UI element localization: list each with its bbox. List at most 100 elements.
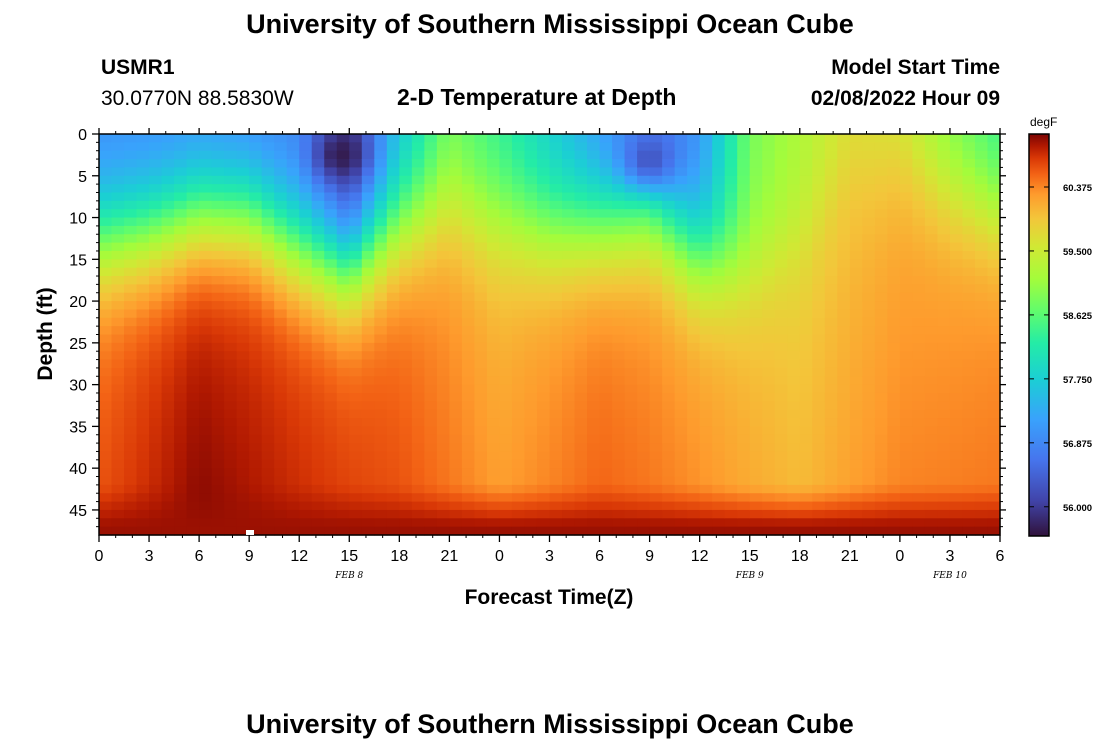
heatmap-cell bbox=[662, 292, 676, 302]
x-axis-title: Forecast Time(Z) bbox=[465, 586, 634, 609]
heatmap-cell bbox=[474, 225, 488, 235]
heatmap-cell bbox=[336, 351, 350, 361]
heatmap-cell bbox=[849, 468, 863, 478]
heatmap-cell bbox=[824, 200, 838, 210]
heatmap-cell bbox=[724, 451, 738, 461]
heatmap-cell bbox=[524, 234, 538, 244]
heatmap-cell bbox=[562, 443, 576, 453]
heatmap-cell bbox=[249, 459, 263, 469]
heatmap-cell bbox=[449, 468, 463, 478]
heatmap-cell bbox=[99, 426, 113, 436]
heatmap-cell bbox=[962, 509, 976, 519]
heatmap-cell bbox=[924, 267, 939, 277]
heatmap-cell bbox=[99, 184, 113, 194]
heatmap-cell bbox=[862, 418, 876, 427]
heatmap-cell bbox=[449, 209, 463, 219]
heatmap-cell bbox=[887, 276, 901, 285]
heatmap-cell bbox=[374, 225, 388, 235]
heatmap-cell bbox=[186, 184, 200, 194]
heatmap-cell bbox=[211, 501, 225, 511]
heatmap-cell bbox=[249, 301, 263, 311]
heatmap-cell bbox=[787, 159, 801, 169]
heatmap-cell bbox=[149, 284, 163, 294]
heatmap-cell bbox=[424, 225, 438, 235]
heatmap-cell bbox=[974, 401, 989, 411]
heatmap-cell bbox=[649, 509, 663, 519]
heatmap-cell bbox=[587, 326, 601, 336]
heatmap-cell bbox=[849, 451, 863, 461]
heatmap-cell bbox=[787, 501, 801, 511]
heatmap-cell bbox=[649, 167, 663, 177]
heatmap-cell bbox=[161, 159, 175, 169]
heatmap-cell bbox=[99, 376, 113, 386]
heatmap-cell bbox=[699, 501, 713, 511]
heatmap-cell bbox=[536, 342, 551, 352]
heatmap-cell bbox=[399, 225, 413, 235]
heatmap-cell bbox=[737, 267, 751, 277]
heatmap-cell bbox=[199, 501, 213, 511]
heatmap-cell bbox=[687, 342, 701, 352]
heatmap-cell bbox=[536, 392, 551, 402]
heatmap-cell bbox=[637, 351, 651, 361]
heatmap-cell bbox=[486, 443, 501, 453]
heatmap-cell bbox=[261, 301, 275, 311]
heatmap-cell bbox=[974, 292, 989, 302]
heatmap-cell bbox=[236, 518, 250, 528]
heatmap-cell bbox=[211, 384, 225, 394]
heatmap-cell bbox=[149, 142, 163, 152]
heatmap-cell bbox=[286, 159, 300, 169]
heatmap-cell bbox=[612, 142, 626, 152]
heatmap-cell bbox=[411, 342, 425, 352]
heatmap-cell bbox=[511, 392, 526, 402]
heatmap-cell bbox=[524, 409, 538, 419]
heatmap-cell bbox=[674, 418, 688, 427]
heatmap-cell bbox=[724, 309, 738, 319]
heatmap-cell bbox=[649, 476, 663, 486]
heatmap-cell bbox=[99, 434, 113, 444]
heatmap-cell bbox=[587, 468, 601, 478]
heatmap-cell bbox=[486, 509, 501, 519]
heatmap-cell bbox=[336, 209, 350, 219]
heatmap-cell bbox=[737, 276, 751, 285]
heatmap-cell bbox=[762, 451, 776, 461]
heatmap-cell bbox=[699, 200, 713, 210]
heatmap-cell bbox=[524, 175, 538, 185]
heatmap-cell bbox=[562, 242, 576, 252]
heatmap-cell bbox=[461, 167, 476, 177]
heatmap-cell bbox=[399, 376, 413, 386]
heatmap-cell bbox=[261, 501, 275, 511]
heatmap-cell bbox=[336, 376, 350, 386]
heatmap-cell bbox=[924, 276, 939, 285]
heatmap-cell bbox=[674, 317, 688, 327]
heatmap-cell bbox=[887, 342, 901, 352]
heatmap-cell bbox=[824, 184, 838, 194]
heatmap-cell bbox=[436, 259, 450, 269]
heatmap-cell bbox=[874, 142, 888, 152]
heatmap-cell bbox=[174, 443, 188, 453]
heatmap-cell bbox=[787, 451, 801, 461]
heatmap-cell bbox=[299, 142, 313, 152]
heatmap-cell bbox=[899, 292, 913, 302]
heatmap-cell bbox=[749, 242, 763, 252]
heatmap-cell bbox=[812, 418, 826, 427]
heatmap-cell bbox=[624, 225, 638, 235]
heatmap-cell bbox=[111, 509, 125, 519]
heatmap-cell bbox=[224, 309, 238, 319]
heatmap-cell bbox=[912, 359, 926, 369]
heatmap-cell bbox=[249, 351, 263, 361]
heatmap-cell bbox=[649, 401, 663, 411]
heatmap-cell bbox=[837, 317, 851, 327]
heatmap-cell bbox=[612, 443, 626, 453]
heatmap-cell bbox=[712, 501, 726, 511]
heatmap-cell bbox=[511, 142, 526, 152]
heatmap-cell bbox=[649, 134, 663, 143]
heatmap-cell bbox=[374, 351, 388, 361]
heatmap-cell bbox=[799, 150, 813, 160]
heatmap-cell bbox=[924, 509, 939, 519]
heatmap-cell bbox=[587, 526, 601, 536]
heatmap-cell bbox=[699, 259, 713, 269]
heatmap-cell bbox=[174, 418, 188, 427]
heatmap-cell bbox=[787, 468, 801, 478]
heatmap-cell bbox=[574, 418, 588, 427]
heatmap-cell bbox=[637, 334, 651, 344]
